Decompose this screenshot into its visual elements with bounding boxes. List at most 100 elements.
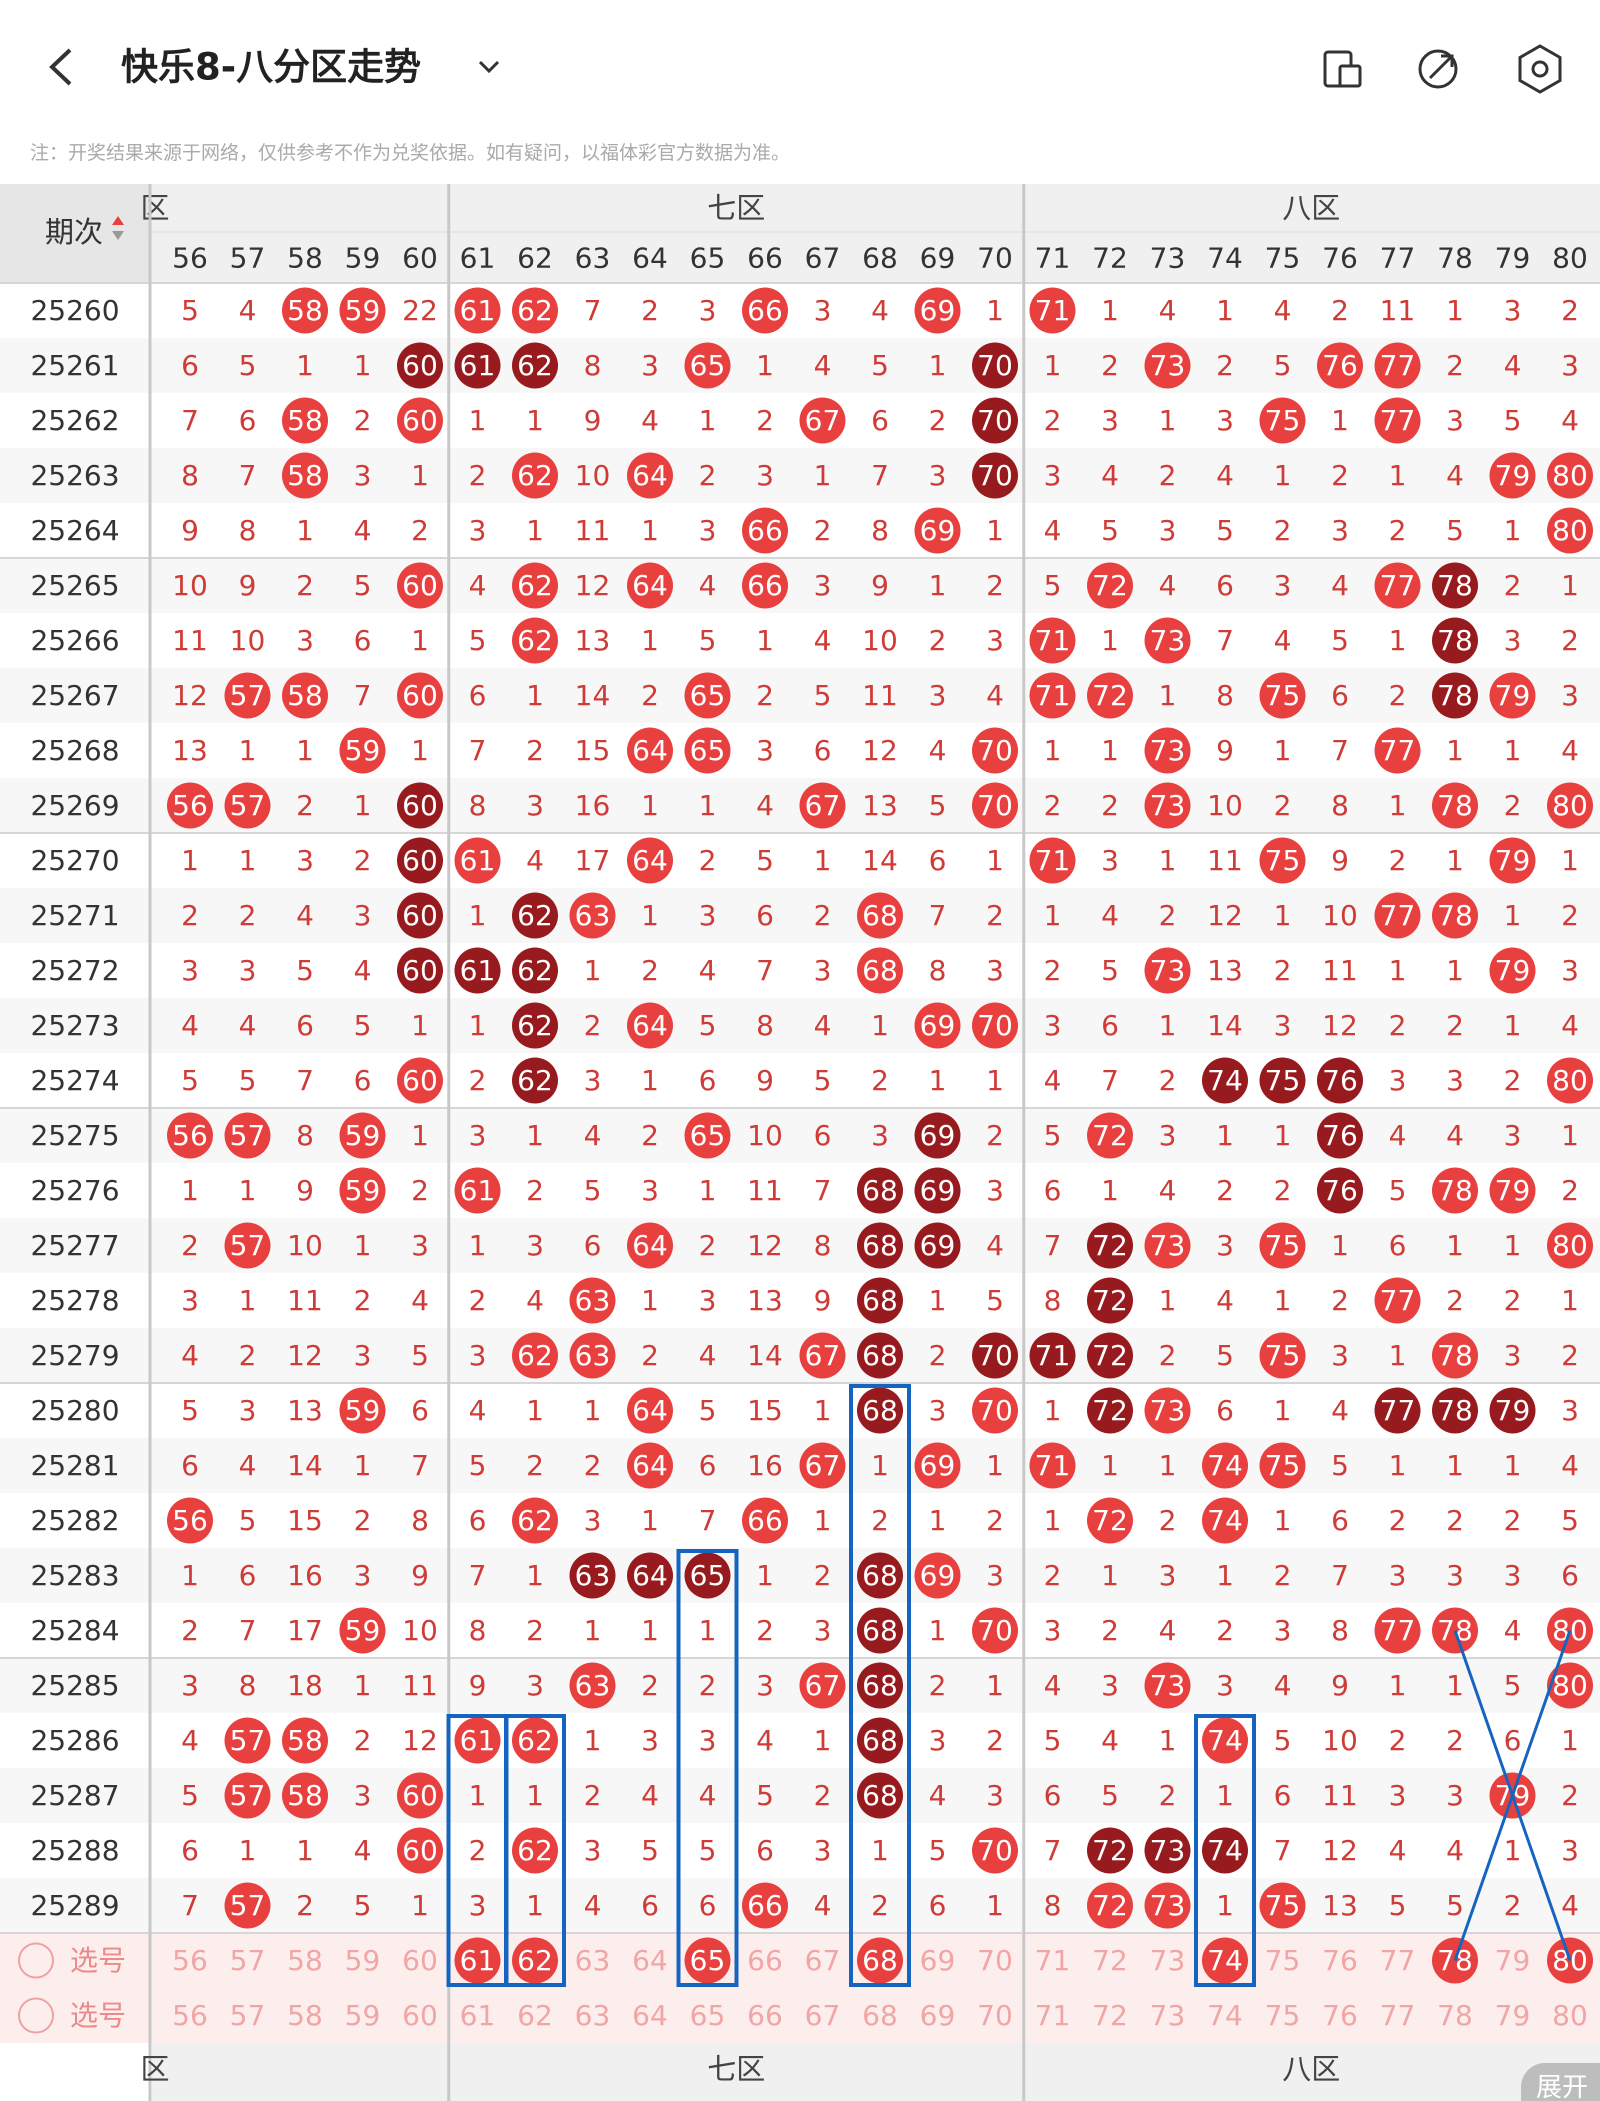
cell-number: 71 [1035, 1944, 1071, 1977]
cell-number: 2 [411, 1174, 429, 1207]
cell-number: 2 [354, 1724, 372, 1757]
cell-number: 4 [1216, 1284, 1234, 1317]
cell-number: 2 [871, 1504, 889, 1537]
cell-number: 3 [814, 569, 832, 602]
cell-number: 3 [641, 1174, 659, 1207]
cell-number: 3 [1504, 1119, 1522, 1152]
cell-number: 1 [1389, 624, 1407, 657]
cell-number: 6 [354, 624, 372, 657]
cell-number: 70 [977, 1944, 1013, 1977]
cell-number: 75 [1265, 1449, 1301, 1482]
cell-number: 7 [814, 1174, 832, 1207]
select-label: 选号 [70, 1999, 126, 2032]
cell-number: 8 [1044, 1889, 1062, 1922]
cell-number: 3 [1504, 1559, 1522, 1592]
cell-number: 1 [469, 404, 487, 437]
cell-number: 56 [172, 1999, 208, 2032]
cell-number: 3 [1389, 1559, 1407, 1592]
cell-number: 1 [929, 349, 947, 382]
cell-number: 74 [1207, 1999, 1243, 2032]
cell-number: 4 [1561, 1449, 1579, 1482]
cell-number: 4 [1561, 734, 1579, 767]
cell-number: 72 [1092, 679, 1128, 712]
cell-number: 5 [986, 1284, 1004, 1317]
cell-number: 7 [1331, 734, 1349, 767]
hit-ball [282, 672, 328, 719]
cell-number: 5 [181, 1779, 199, 1812]
cell-number: 4 [814, 624, 832, 657]
hit-ball [1087, 1387, 1133, 1434]
cell-number: 2 [986, 569, 1004, 602]
hit-ball [224, 782, 271, 829]
cell-number: 70 [977, 1999, 1013, 2032]
expand-button[interactable] [1521, 2063, 1600, 2101]
cell-number: 2 [1504, 1284, 1522, 1317]
hit-ball [512, 287, 558, 334]
cell-number: 4 [181, 1724, 199, 1757]
hit-ball [1087, 1112, 1133, 1159]
select-radio [18, 1942, 54, 1979]
cell-number: 3 [584, 1504, 602, 1537]
cell-number: 72 [1092, 1119, 1128, 1152]
column-number: 67 [805, 242, 841, 275]
cell-number: 5 [181, 1064, 199, 1097]
column-number: 75 [1265, 242, 1301, 275]
cell-number: 8 [1216, 679, 1234, 712]
hit-ball [512, 892, 558, 939]
hit-ball [857, 1552, 903, 1599]
hit-ball [339, 1112, 386, 1159]
issue-number: 25286 [30, 1724, 119, 1757]
cell-number: 59 [345, 1944, 381, 1977]
cell-number: 5 [469, 1449, 487, 1482]
cell-number: 2 [296, 1889, 314, 1922]
cell-number: 66 [747, 294, 783, 327]
cell-number: 8 [1044, 1284, 1062, 1317]
cell-number: 74 [1207, 1504, 1243, 1537]
settings-icon[interactable] [1518, 44, 1562, 94]
cell-number: 14 [862, 844, 898, 877]
cell-number: 5 [1101, 514, 1119, 547]
title-dropdown[interactable] [478, 60, 500, 74]
cell-number: 69 [920, 1229, 956, 1262]
row-bg [0, 283, 1600, 338]
cell-number: 3 [354, 899, 372, 932]
cell-number: 2 [181, 899, 199, 932]
cell-number: 3 [1044, 1009, 1062, 1042]
cell-number: 8 [411, 1504, 429, 1537]
cell-number: 2 [1101, 1614, 1119, 1647]
hit-ball [1317, 1057, 1363, 1104]
cell-number: 60 [402, 349, 438, 382]
back-button[interactable] [49, 48, 72, 86]
share-icon[interactable] [1418, 49, 1458, 89]
cell-number: 3 [469, 514, 487, 547]
cell-number: 6 [929, 844, 947, 877]
row-bg [0, 1548, 1600, 1603]
hit-ball [397, 342, 443, 389]
hit-ball [512, 1717, 558, 1764]
cell-number: 2 [1389, 1504, 1407, 1537]
cell-number: 8 [1331, 789, 1349, 822]
cell-number: 6 [814, 734, 832, 767]
issue-number: 25287 [30, 1779, 119, 1812]
cell-number: 2 [296, 789, 314, 822]
hit-ball [914, 1167, 961, 1214]
cell-number: 72 [1092, 1284, 1128, 1317]
header-bg [0, 184, 1600, 283]
hit-ball [857, 1717, 903, 1764]
cell-number: 70 [977, 1394, 1013, 1427]
hit-ball [397, 1772, 443, 1819]
cell-number: 1 [1274, 1394, 1292, 1427]
cell-number: 60 [402, 569, 438, 602]
issue-number: 25264 [30, 514, 119, 547]
cell-number: 12 [402, 1724, 438, 1757]
hit-ball [857, 1772, 903, 1819]
cell-number: 70 [977, 1834, 1013, 1867]
cell-number: 4 [584, 1889, 602, 1922]
cell-number: 9 [1216, 734, 1234, 767]
cell-number: 5 [239, 349, 257, 382]
hit-ball [1144, 727, 1191, 774]
cell-number: 13 [1207, 954, 1243, 987]
issue-number: 25271 [30, 899, 119, 932]
cell-number: 5 [756, 1779, 774, 1812]
cell-number: 12 [172, 679, 208, 712]
